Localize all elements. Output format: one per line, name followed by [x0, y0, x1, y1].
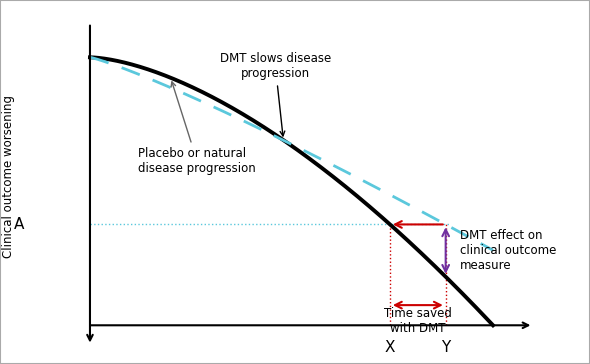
- Text: Placebo or natural
disease progression: Placebo or natural disease progression: [138, 82, 256, 175]
- Text: Y: Y: [441, 340, 450, 355]
- Text: Time saved
with DMT: Time saved with DMT: [384, 306, 452, 335]
- Text: DMT effect on
clinical outcome
measure: DMT effect on clinical outcome measure: [460, 229, 556, 272]
- Text: Clinical outcome worsening: Clinical outcome worsening: [2, 95, 15, 258]
- Text: X: X: [385, 340, 395, 355]
- Text: DMT slows disease
progression: DMT slows disease progression: [219, 52, 331, 136]
- Text: A: A: [14, 217, 25, 232]
